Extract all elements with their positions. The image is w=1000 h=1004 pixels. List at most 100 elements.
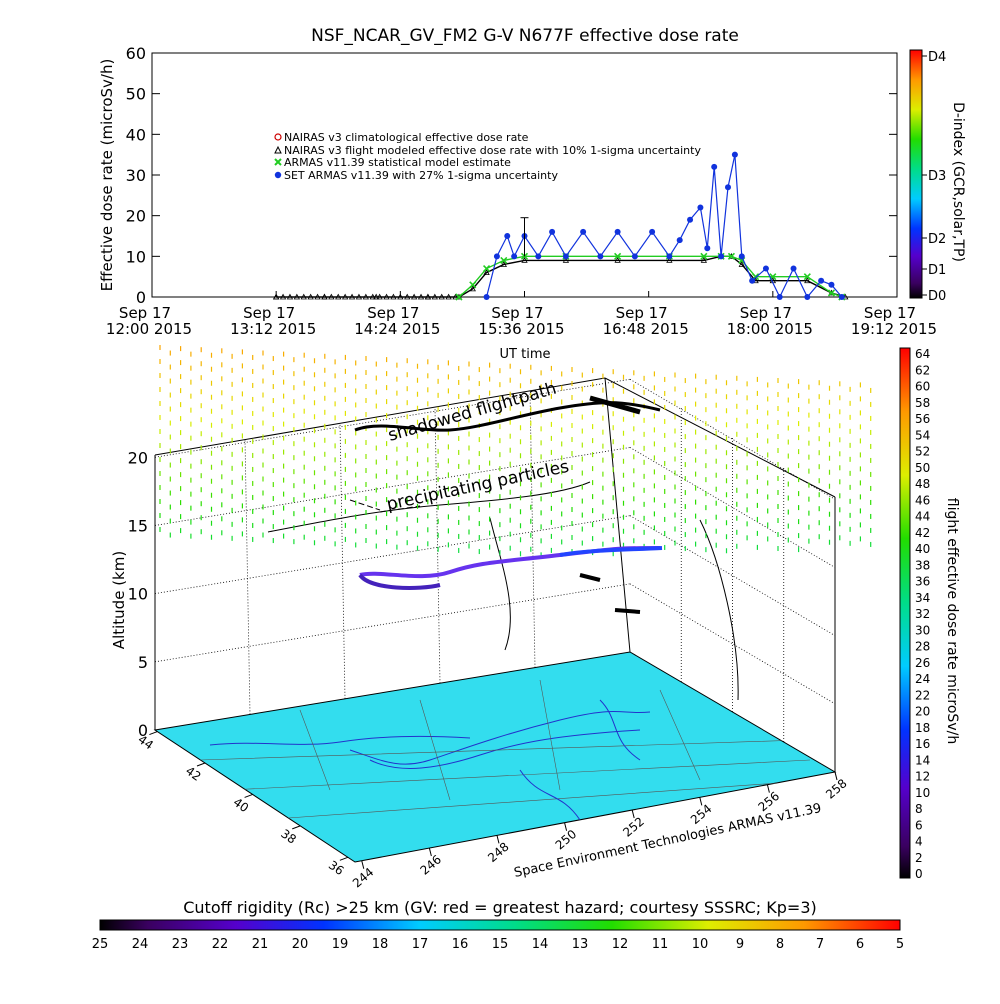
series-point [803, 273, 811, 281]
rc-tick-label: 20 [292, 937, 309, 952]
dose-rate-colorbar [899, 347, 911, 879]
series-point [549, 228, 556, 235]
y-tick-label: 50 [126, 85, 146, 104]
altitude-axis-label: Altitude (km) [110, 551, 128, 649]
dose-colorbar-tick-label: 12 [915, 770, 930, 784]
series-point [724, 184, 731, 191]
series-point [469, 281, 477, 289]
cutoff-rigidity-ticks: 25 24 23 22 21 20 19 18 17 16 15 14 13 12 11 10 9 8 7 6 5 [92, 937, 904, 952]
lon-tick-label: 252 [620, 814, 647, 839]
series-point [711, 163, 718, 170]
wall-grid-line [154, 583, 631, 663]
dose-colorbar-tick-label: 64 [915, 347, 930, 361]
precipitating-particles [159, 345, 872, 558]
altitude-tick-label: 5 [138, 653, 148, 672]
dose-colorbar-tick-label: 0 [915, 867, 923, 881]
dose-rate-colorbar-label: flight effective dose rate microSv/h [944, 498, 960, 744]
rc-tick-label: 8 [776, 937, 784, 952]
lat-tick-label: 38 [278, 826, 299, 846]
dose-rate-colorbar-ticks: 6462605856545250484644424038363432302826… [915, 347, 930, 881]
x-tick-date: Sep 17 [119, 304, 171, 322]
x-tick-time: 13:12 2015 [230, 320, 316, 338]
series-point [731, 151, 738, 158]
altitude-tick-label: 15 [128, 516, 148, 535]
wall-grid-line [434, 408, 441, 684]
wall-grid-line [154, 447, 631, 526]
rc-tick-label: 19 [332, 937, 349, 952]
lon-tick [428, 847, 432, 857]
rc-tick-label: 21 [252, 937, 269, 952]
rc-tick-label: 14 [532, 937, 549, 952]
series-point [804, 294, 811, 300]
series-point [776, 294, 783, 300]
series-line-1 [276, 255, 846, 298]
lon-tick [361, 860, 365, 869]
lat-tick [339, 856, 349, 861]
wall-grid-line [629, 447, 836, 568]
wall-grid-line [529, 392, 536, 668]
series-point [483, 269, 490, 275]
lat-tick [196, 762, 206, 767]
lat-tick [292, 825, 301, 830]
series-point [700, 257, 708, 263]
dose-colorbar-tick-label: 36 [915, 575, 930, 589]
wall-grid-line [629, 583, 836, 705]
series-point [272, 293, 280, 300]
shadowed-flightpath [267, 481, 739, 701]
series-point [373, 293, 380, 300]
series-point [749, 277, 756, 284]
d-index-tick-label: D3 [928, 169, 946, 184]
altitude-tick-label: 0 [138, 721, 148, 740]
cutoff-rigidity-title: Cutoff rigidity (Rc) >25 km (GV: red = g… [183, 898, 817, 917]
altitude-tick-label: 10 [128, 585, 148, 604]
y-tick-label: 60 [126, 44, 146, 63]
x-tick-time: 12:00 2015 [106, 320, 192, 338]
legend-label: ARMAS v11.39 statistical model estimate [284, 156, 511, 169]
rc-tick-label: 6 [856, 937, 864, 952]
d-index-tick-label: D1 [928, 263, 946, 278]
dose-colorbar-tick-label: 10 [915, 786, 930, 800]
series-point [580, 228, 587, 235]
wall-grid-line [629, 515, 836, 636]
dose-colorbar-tick-label: 54 [915, 428, 930, 442]
altitude-axis: 0 5 10 15 20 [128, 448, 148, 740]
dose-colorbar-tick-label: 22 [915, 688, 930, 702]
dose-colorbar-tick-label: 24 [915, 672, 930, 686]
lon-tick-label: 248 [485, 840, 512, 865]
dose-colorbar-tick-label: 8 [915, 802, 923, 816]
x-tick-date: Sep 17 [491, 304, 543, 322]
series-point [718, 253, 725, 260]
lat-tick [244, 793, 253, 798]
dose-colorbar-tick-label: 28 [915, 640, 930, 654]
series-point [469, 285, 476, 292]
dose-colorbar-tick-label: 32 [915, 607, 930, 621]
flight-track [354, 395, 663, 614]
legend-marker [274, 158, 282, 166]
dose-colorbar-tick-label: 20 [915, 705, 930, 719]
x-tick-time: 15:36 2015 [478, 320, 564, 338]
d-index-tick-label: D0 [928, 289, 946, 304]
rc-tick-label: 24 [132, 937, 149, 952]
series-point [500, 256, 508, 264]
rc-tick-label: 16 [452, 937, 469, 952]
rc-tick-label: 23 [172, 937, 189, 952]
series-point [562, 253, 569, 260]
lon-tick [564, 822, 568, 831]
dose-colorbar-tick-label: 18 [915, 721, 930, 735]
series-point [521, 257, 528, 263]
dose-colorbar-tick-label: 38 [915, 558, 930, 572]
series-point [790, 265, 797, 272]
series-point [424, 293, 432, 300]
annotation-precipitating-particles: precipitating particles [385, 457, 571, 515]
x-tick-date: Sep 17 [243, 304, 295, 322]
legend-marker [274, 171, 282, 179]
rc-tick-label: 18 [372, 937, 389, 952]
dose-colorbar-tick-label: 52 [915, 445, 930, 459]
d-index-tick-label: D4 [928, 50, 946, 65]
d-index-colorbar [909, 49, 923, 299]
lat-tick-label: 36 [326, 858, 347, 878]
top-y-axis: 0 10 20 30 40 50 60 [126, 44, 897, 307]
d-index-ticks: D4 D3 D2 D1 D0 [922, 50, 946, 304]
top-chart-title: NSF_NCAR_GV_FM2 G-V N677F effective dose… [311, 26, 739, 46]
rc-tick-label: 12 [612, 937, 629, 952]
